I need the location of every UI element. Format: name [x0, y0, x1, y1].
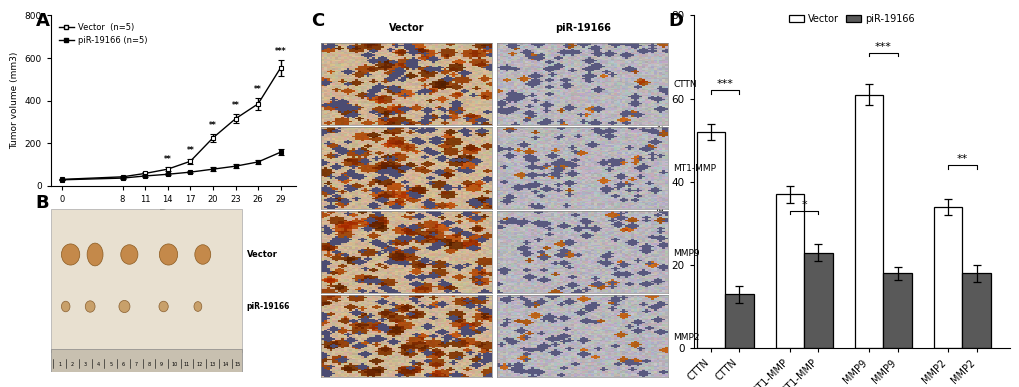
- Bar: [804, 253, 832, 348]
- Text: **: **: [186, 146, 194, 155]
- Text: MMP9: MMP9: [673, 248, 699, 257]
- Ellipse shape: [86, 301, 95, 312]
- Text: 1: 1: [58, 362, 61, 367]
- Text: 8: 8: [147, 362, 151, 367]
- Legend: Vector  (n=5), piR-19166 (n=5): Vector (n=5), piR-19166 (n=5): [55, 20, 151, 48]
- Y-axis label: The percentage of positive cells (%): The percentage of positive cells (%): [655, 94, 665, 270]
- Bar: [775, 194, 804, 348]
- Text: ***: ***: [275, 47, 286, 56]
- Bar: [696, 132, 725, 348]
- X-axis label: Days: Days: [159, 209, 187, 219]
- Text: 5: 5: [109, 362, 112, 367]
- Text: **: **: [231, 101, 239, 110]
- Text: 11: 11: [183, 362, 191, 367]
- Ellipse shape: [159, 301, 168, 312]
- Ellipse shape: [61, 244, 79, 265]
- Bar: [854, 94, 882, 348]
- Bar: [725, 294, 753, 348]
- Text: 7: 7: [135, 362, 138, 367]
- Legend: Vector, piR-19166: Vector, piR-19166: [785, 10, 917, 28]
- Text: **: **: [209, 121, 217, 130]
- Ellipse shape: [87, 243, 103, 266]
- Ellipse shape: [61, 301, 70, 312]
- Y-axis label: Tumor volume (mm3): Tumor volume (mm3): [10, 52, 19, 149]
- Text: Vector: Vector: [388, 23, 424, 33]
- Ellipse shape: [120, 245, 138, 264]
- Bar: [51, 349, 242, 372]
- Text: ***: ***: [874, 42, 891, 52]
- Text: MT1-MMP: MT1-MMP: [673, 164, 715, 173]
- Text: 3: 3: [84, 362, 87, 367]
- Text: **: **: [254, 85, 262, 94]
- Text: 9: 9: [160, 362, 163, 367]
- Ellipse shape: [195, 245, 211, 264]
- Bar: [51, 209, 242, 352]
- Text: 4: 4: [97, 362, 100, 367]
- Bar: [882, 273, 911, 348]
- Text: D: D: [667, 12, 683, 30]
- Text: piR-19166: piR-19166: [554, 23, 610, 33]
- Text: **: **: [164, 155, 171, 164]
- Text: 14: 14: [222, 362, 228, 367]
- Text: 2: 2: [71, 362, 74, 367]
- Text: B: B: [36, 194, 49, 212]
- Text: *: *: [801, 200, 806, 210]
- Text: 15: 15: [234, 362, 240, 367]
- Text: **: **: [956, 154, 967, 164]
- Ellipse shape: [159, 244, 177, 265]
- Text: piR-19166: piR-19166: [247, 302, 290, 311]
- Text: MMP2: MMP2: [673, 333, 699, 342]
- Text: ***: ***: [716, 79, 733, 89]
- Bar: [962, 273, 989, 348]
- Ellipse shape: [194, 301, 202, 312]
- Bar: [933, 207, 962, 348]
- Ellipse shape: [119, 300, 129, 313]
- Text: 13: 13: [209, 362, 215, 367]
- Text: Vector: Vector: [247, 250, 277, 259]
- Text: CTTN: CTTN: [673, 80, 696, 89]
- Text: 12: 12: [197, 362, 203, 367]
- Text: C: C: [311, 12, 324, 30]
- Text: 6: 6: [122, 362, 125, 367]
- Text: 10: 10: [171, 362, 177, 367]
- Text: A: A: [36, 12, 50, 30]
